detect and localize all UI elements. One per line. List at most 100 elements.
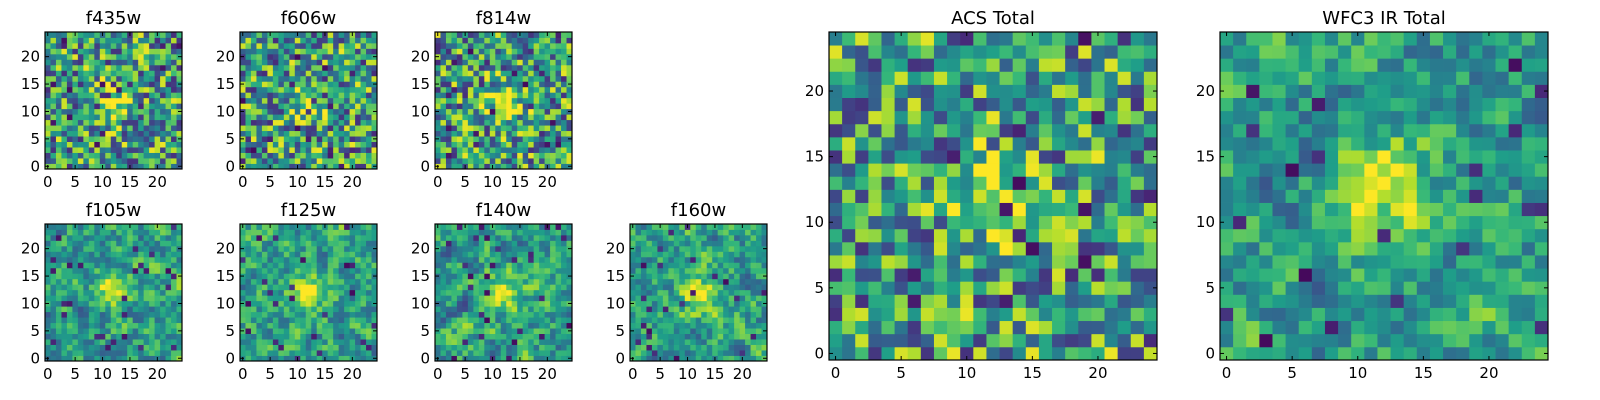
heatmap-cell (283, 328, 290, 334)
heatmap-cell (894, 255, 909, 269)
heatmap-cell (267, 234, 274, 241)
heatmap-cell (283, 229, 290, 236)
x-tick-label: 15 (315, 365, 334, 383)
heatmap-cell (668, 300, 675, 307)
heatmap-cell (289, 147, 296, 153)
heatmap-cell (566, 92, 573, 99)
heatmap-cell (920, 228, 935, 243)
heatmap-cell (881, 215, 895, 230)
heatmap-cell (250, 344, 257, 351)
heatmap-cell (272, 86, 279, 93)
heatmap-cell (561, 234, 567, 241)
heatmap-cell (138, 97, 145, 104)
heatmap-cell (528, 284, 535, 291)
heatmap-cell (294, 234, 301, 241)
heatmap-cell (256, 53, 263, 60)
heatmap-cell (451, 158, 458, 164)
heatmap-cell (311, 119, 318, 126)
heatmap-cell (566, 333, 573, 340)
heatmap-cell (500, 108, 507, 115)
heatmap-cell (522, 97, 529, 104)
heatmap-cell (467, 59, 474, 66)
heatmap-cell (712, 295, 719, 302)
heatmap-cell (300, 245, 307, 252)
heatmap-cell (333, 92, 340, 99)
heatmap-cell (300, 300, 307, 307)
heatmap-cell (99, 92, 106, 99)
heatmap-cell (484, 103, 491, 110)
heatmap-cell (66, 344, 73, 351)
heatmap-cell (756, 306, 762, 313)
heatmap-cell (267, 289, 274, 296)
heatmap-cell (289, 37, 296, 44)
heatmap-cell (517, 119, 524, 126)
heatmap-cell (88, 53, 95, 60)
heatmap-cell (478, 295, 485, 302)
heatmap-cell (456, 163, 463, 170)
heatmap-cell (1091, 320, 1105, 335)
heatmap-cell (371, 32, 378, 38)
heatmap-cell (45, 229, 51, 236)
heatmap-cell (522, 251, 529, 258)
heatmap-cell (462, 350, 469, 356)
heatmap-cell (371, 42, 378, 49)
heatmap-cell (316, 147, 323, 153)
heatmap-cell (355, 147, 361, 153)
heatmap-cell (462, 37, 469, 44)
heatmap-cell (445, 278, 452, 285)
heatmap-cell (550, 339, 556, 345)
heatmap-cell (484, 37, 491, 44)
heatmap-cell (138, 333, 145, 340)
heatmap-cell (1130, 346, 1145, 361)
x-tick-label: 5 (265, 173, 275, 191)
heatmap-cell (366, 267, 372, 274)
heatmap-cell (635, 229, 642, 236)
heatmap-cell (240, 234, 246, 241)
heatmap-cell (300, 64, 307, 71)
heatmap-cell (143, 92, 150, 99)
heatmap-cell (143, 75, 150, 82)
heatmap-cell (1117, 255, 1132, 269)
heatmap-cell (240, 141, 246, 148)
heatmap-cell (495, 42, 502, 49)
heatmap-cell (322, 322, 329, 329)
heatmap-cell (435, 103, 441, 110)
heatmap-cell (83, 267, 90, 274)
y-tick-label: 20 (411, 48, 430, 66)
heatmap-cell (116, 59, 123, 66)
heatmap-cell (462, 262, 469, 269)
heatmap-cell (495, 224, 502, 230)
heatmap-cell (528, 350, 535, 356)
heatmap-cell (1078, 281, 1092, 295)
heatmap-cell (138, 234, 145, 241)
heatmap-cell (66, 158, 73, 164)
heatmap-cell (451, 64, 458, 71)
heatmap-cell (561, 224, 567, 230)
heatmap-cell (110, 295, 117, 302)
heatmap-cell (745, 306, 751, 313)
heatmap-cell (94, 311, 101, 318)
heatmap-cell (506, 350, 513, 356)
heatmap-cell (311, 289, 318, 296)
heatmap-cell (83, 339, 90, 345)
heatmap-cell (635, 289, 642, 296)
heatmap-cell (484, 130, 491, 137)
heatmap-cell (61, 108, 68, 115)
heatmap-cell (327, 339, 334, 345)
heatmap-cell (1012, 228, 1027, 243)
heatmap-cell (77, 119, 84, 126)
heatmap-cell (267, 344, 274, 351)
heatmap-cell (149, 136, 155, 142)
heatmap-cell (842, 228, 856, 243)
heatmap-cell (349, 136, 356, 142)
heatmap-cell (506, 295, 513, 302)
heatmap-cell (50, 333, 57, 340)
heatmap-cell (646, 355, 653, 362)
heatmap-cell (256, 224, 263, 230)
heatmap-cell (544, 70, 551, 77)
heatmap-cell (61, 328, 68, 334)
x-tick-label: 0 (238, 365, 248, 383)
heatmap-cell (435, 42, 441, 49)
heatmap-cell (88, 267, 95, 274)
heatmap-cell (61, 37, 68, 44)
